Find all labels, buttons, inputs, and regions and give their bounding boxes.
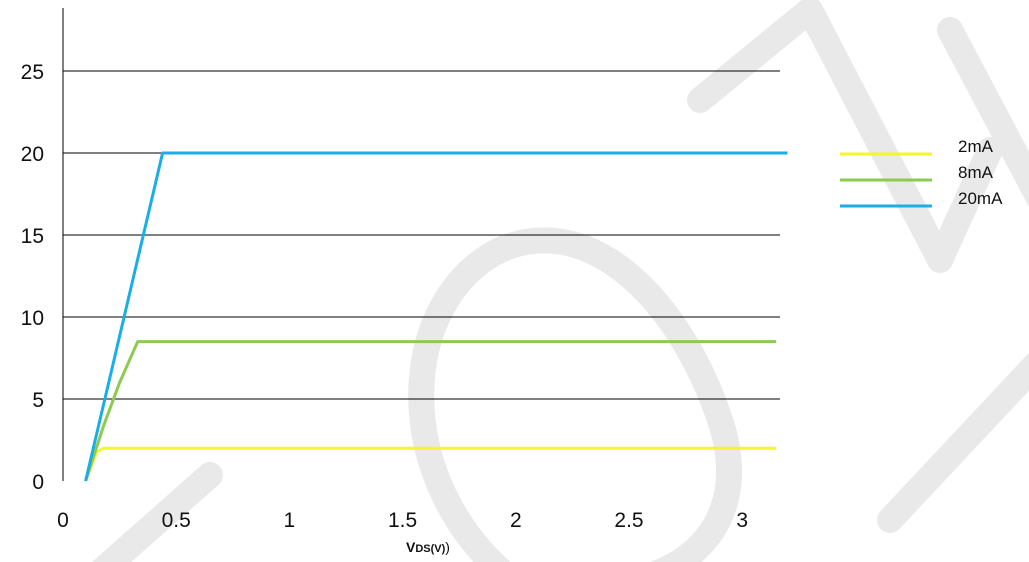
x-axis-label-text: VDS(V)) [406, 539, 450, 555]
x-tick-label: 2 [510, 509, 522, 532]
legend-label: 8mA [958, 163, 994, 182]
x-tick-label: 0 [57, 509, 69, 532]
legend: 2mA 8mA 20mA [840, 137, 1003, 208]
series-lines [84, 151, 788, 482]
y-tick-labels: 0 5 10 15 20 25 [21, 61, 44, 494]
x-tick-labels: 0 0.5 1 1.5 2 2.5 3 [57, 509, 748, 532]
y-tick-label: 20 [21, 143, 44, 166]
legend-label: 2mA [958, 137, 994, 156]
y-tick-label: 0 [32, 471, 44, 494]
x-tick-label: 1 [284, 509, 296, 532]
y-tick-label: 15 [21, 225, 44, 248]
x-tick-label: 0.5 [162, 509, 191, 532]
watermark-logo [92, 0, 1029, 562]
x-tick-label: 1.5 [388, 509, 417, 532]
series-line-20mA [84, 151, 788, 482]
series-line-8mA [84, 340, 777, 482]
y-tick-label: 5 [32, 389, 44, 412]
legend-label: 20mA [958, 189, 1003, 208]
x-tick-label: 2.5 [614, 509, 643, 532]
y-tick-label: 10 [21, 307, 44, 330]
x-axis-label: VDS(V)) [406, 539, 450, 555]
y-tick-label: 25 [21, 61, 44, 84]
x-tick-label: 3 [736, 509, 748, 532]
